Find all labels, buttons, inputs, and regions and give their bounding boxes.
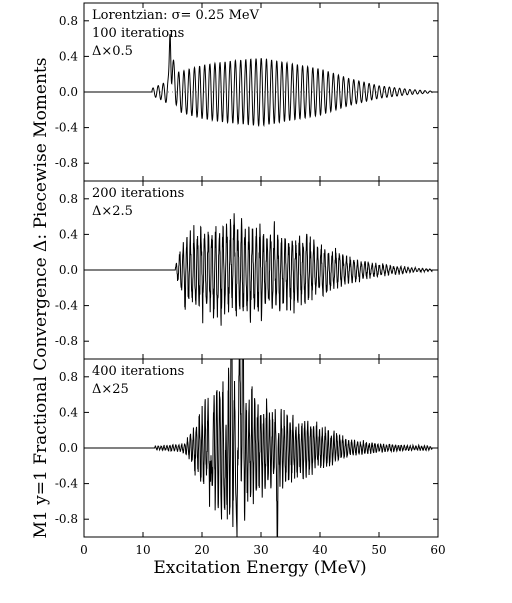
y-tick-label: -0.4 xyxy=(55,477,79,491)
panel-3: 0.8 0.4 0.0 -0.4 -0.8 400 iterations Δ×25 xyxy=(55,358,439,538)
y-tick-label: -0.4 xyxy=(55,121,79,135)
panel-3-label-1: 400 iterations xyxy=(92,364,184,379)
x-tick-label: 50 xyxy=(371,543,386,557)
y-tick-label: -0.4 xyxy=(55,299,79,313)
x-tick-label: 20 xyxy=(194,543,209,557)
panel-2: 0.8 0.4 0.0 -0.4 -0.8 200 iterations Δ×2.5 xyxy=(55,180,439,360)
x-tick-label: 40 xyxy=(312,543,327,557)
y-tick-label: 0.0 xyxy=(59,441,78,455)
panel-3-trace xyxy=(84,359,438,537)
panel-2-label-1: 200 iterations xyxy=(92,186,184,201)
x-axis-title: Excitation Energy (MeV) xyxy=(153,558,366,578)
y-tick-label: -0.8 xyxy=(55,334,78,348)
panel-3-label-2: Δ×25 xyxy=(92,382,129,397)
y-tick-label: 0.0 xyxy=(59,85,78,99)
y-tick-label: 0.8 xyxy=(59,192,78,206)
x-tick-label: 60 xyxy=(430,543,445,557)
panel-1-label-3: Δ×0.5 xyxy=(92,44,133,59)
panel-1-label-1: Lorentzian: σ= 0.25 MeV xyxy=(92,8,260,23)
y-tick-label: 0.8 xyxy=(59,14,78,28)
y-tick-label: -0.8 xyxy=(55,156,78,170)
panel-1: 0.8 0.4 0.0 -0.4 -0.8 Lorentzian: σ= 0.25 MeV… xyxy=(55,2,439,182)
x-tick-label: 0 xyxy=(80,543,88,557)
panel-2-label-2: Δ×2.5 xyxy=(92,204,133,219)
panel-2-trace xyxy=(84,213,438,326)
panels-layer: 0.8 0.4 0.0 -0.4 -0.8 Lorentzian: σ= 0.25 MeV… xyxy=(55,2,439,538)
panel-1-label-2: 100 iterations xyxy=(92,26,184,41)
y-tick-label: 0.4 xyxy=(59,49,78,63)
y-axis-title: M1 y=1 Fractional Convergence Δ: Piecewi… xyxy=(31,58,51,539)
panel-1-trace xyxy=(84,33,438,128)
x-axis: 0 10 20 30 40 50 60 xyxy=(80,543,445,557)
x-tick-label: 10 xyxy=(135,543,150,557)
x-tick-label: 30 xyxy=(253,543,268,557)
y-tick-label: 0.0 xyxy=(59,263,78,277)
y-tick-label: -0.8 xyxy=(55,512,78,526)
y-tick-label: 0.4 xyxy=(59,227,78,241)
y-tick-label: 0.8 xyxy=(59,370,78,384)
y-tick-label: 0.4 xyxy=(59,405,78,419)
